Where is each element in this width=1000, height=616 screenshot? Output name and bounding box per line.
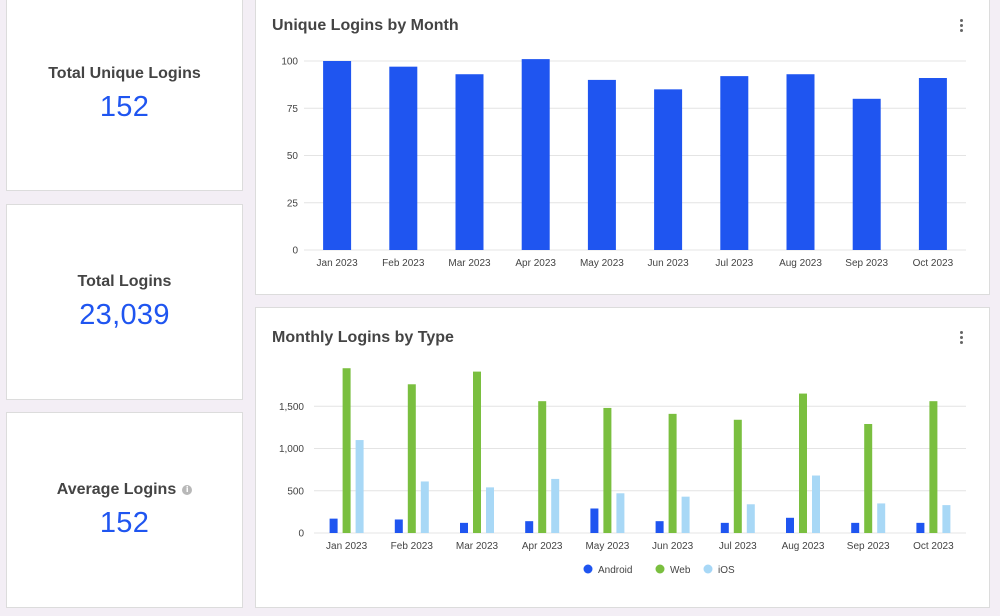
x-tick-label: Jul 2023 xyxy=(719,541,757,552)
bar-ios xyxy=(942,505,951,533)
bar-android xyxy=(460,522,468,533)
bar-ios xyxy=(355,440,364,533)
kpi-label: Total Unique Logins xyxy=(48,65,201,83)
chart-title: Unique Logins by Month xyxy=(272,17,459,34)
legend-marker xyxy=(655,564,665,574)
bar xyxy=(323,61,352,250)
bar xyxy=(720,76,749,251)
bar xyxy=(587,79,616,251)
x-tick-label: Sep 2023 xyxy=(847,541,890,552)
bar-web xyxy=(864,423,873,533)
x-tick-label: Jan 2023 xyxy=(326,541,368,552)
bar-android xyxy=(329,518,338,533)
x-tick-label: Mar 2023 xyxy=(456,541,499,552)
x-tick-label: Feb 2023 xyxy=(391,541,434,552)
kpi-value: 152 xyxy=(99,91,150,123)
y-tick-label: 1,500 xyxy=(279,402,304,413)
bar-android xyxy=(655,521,664,533)
kpi-value: 23,039 xyxy=(79,298,170,331)
kpi-label: Total Logins xyxy=(78,273,172,291)
bar xyxy=(389,66,418,250)
legend-label: iOS xyxy=(718,565,735,576)
unique-logins-bar-chart: 0 25 50 75 100 Jan 2023 Feb 2023 Mar 2023 Apr 20… xyxy=(281,57,966,269)
kpi-label: Average Logins i xyxy=(56,480,193,499)
chart-card-unique-logins: Unique Logins by Month 0 25 50 75 100 Jan 202… xyxy=(255,0,990,295)
x-tick-label: May 2023 xyxy=(580,258,624,269)
legend-marker xyxy=(703,564,713,574)
bar-ios xyxy=(746,504,755,533)
x-tick-label: Oct 2023 xyxy=(913,541,954,552)
y-tick-label: 100 xyxy=(281,57,298,68)
bar-ios xyxy=(616,493,625,533)
kebab-menu-icon[interactable] xyxy=(957,17,965,33)
x-tick-label: Feb 2023 xyxy=(382,258,425,269)
kpi-label-text: Total Logins xyxy=(77,272,172,290)
x-tick-label: Aug 2023 xyxy=(782,541,825,552)
bar-web xyxy=(668,413,677,533)
bar-web xyxy=(603,407,612,533)
x-tick-label: Oct 2023 xyxy=(913,258,954,269)
bar-web xyxy=(733,419,742,533)
kpi-value: 152 xyxy=(99,506,150,539)
x-tick-label: Mar 2023 xyxy=(448,258,491,269)
legend-marker xyxy=(583,564,593,574)
bar-web xyxy=(473,371,481,533)
bar-web xyxy=(799,393,807,533)
x-tick-label: Jan 2023 xyxy=(317,258,359,269)
bar-web xyxy=(407,384,416,533)
bar xyxy=(654,89,683,250)
y-tick-label: 1,000 xyxy=(279,444,304,455)
kpi-card-total-unique-logins: Total Unique Logins 152 xyxy=(6,0,243,191)
bar-android xyxy=(851,522,860,533)
kpi-card-total-logins: Total Logins 23,039 xyxy=(6,204,243,400)
bar-ios xyxy=(486,487,494,533)
chart-card-logins-by-type: Monthly Logins by Type 0 500 1,000 1,500 Jan… xyxy=(255,307,990,608)
bar xyxy=(918,78,947,250)
x-tick-label: Jul 2023 xyxy=(715,258,753,269)
x-tick-label: Jun 2023 xyxy=(652,541,694,552)
y-tick-label: 50 xyxy=(287,151,299,162)
y-tick-label: 75 xyxy=(287,104,299,115)
bar-android xyxy=(786,517,794,533)
y-tick-label: 0 xyxy=(292,246,298,257)
y-tick-label: 25 xyxy=(287,198,299,209)
bar-ios xyxy=(812,475,820,533)
x-tick-label: Apr 2023 xyxy=(515,258,556,269)
bar-android xyxy=(525,521,534,533)
bar-web xyxy=(538,401,547,533)
bar-android xyxy=(916,522,925,533)
y-tick-label: 0 xyxy=(298,529,304,540)
bar xyxy=(455,74,484,250)
x-tick-label: Apr 2023 xyxy=(522,541,563,552)
bar-android xyxy=(394,519,403,533)
x-tick-label: May 2023 xyxy=(585,541,629,552)
bar-android xyxy=(720,522,729,533)
bar-web xyxy=(342,368,351,533)
x-tick-label: Aug 2023 xyxy=(779,258,822,269)
bar-ios xyxy=(877,503,886,533)
kebab-menu-icon[interactable] xyxy=(957,329,965,345)
x-tick-label: Jun 2023 xyxy=(648,258,690,269)
bar xyxy=(521,59,550,250)
y-tick-label: 500 xyxy=(287,486,304,497)
legend-label: Web xyxy=(670,565,691,576)
bar-ios xyxy=(420,481,429,533)
bar-android xyxy=(590,508,599,533)
kpi-card-average-logins: Average Logins i 152 xyxy=(6,412,243,608)
kpi-label-text: Average Logins xyxy=(56,480,177,498)
legend-label: Android xyxy=(598,565,632,576)
bar xyxy=(786,74,815,250)
x-tick-label: Sep 2023 xyxy=(845,258,888,269)
bar-web xyxy=(929,401,938,533)
chart-title: Monthly Logins by Type xyxy=(272,329,454,346)
bar-ios xyxy=(551,478,560,533)
bar xyxy=(852,98,881,250)
logins-by-type-grouped-bar-chart: 0 500 1,000 1,500 Jan 2023 Feb 2023 Mar 2023 Ap… xyxy=(279,368,966,576)
info-icon[interactable]: i xyxy=(182,484,193,495)
kpi-label-text: Total Unique Logins xyxy=(48,65,201,82)
bar-ios xyxy=(681,496,690,533)
